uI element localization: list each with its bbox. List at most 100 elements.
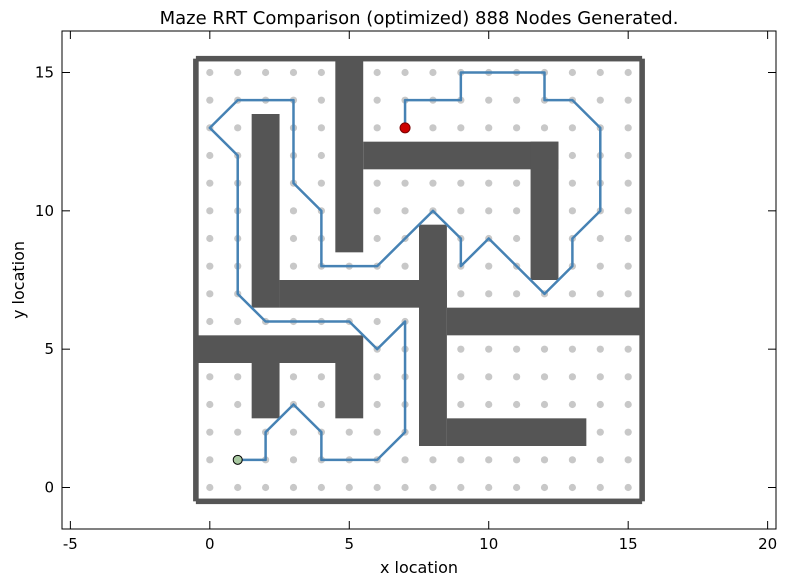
rrt-node-point [513, 290, 521, 298]
rrt-node-point [401, 262, 409, 270]
rrt-node-point [513, 456, 521, 464]
rrt-node-point [401, 483, 409, 492]
rrt-node-point [513, 400, 521, 409]
rrt-node-point [429, 456, 437, 464]
rrt-node-point [206, 456, 214, 464]
rrt-node-point [317, 151, 325, 160]
rrt-node-point [234, 400, 242, 409]
wall-segment [446, 418, 587, 446]
rrt-node-point [206, 151, 214, 160]
x-tick-label: -5 [63, 535, 78, 553]
rrt-node-point [596, 262, 604, 270]
rrt-node-point [513, 179, 521, 187]
rrt-node-point [373, 124, 381, 132]
wall-segment [419, 224, 447, 446]
rrt-node-point [457, 400, 465, 409]
y-tick-label: 10 [35, 202, 54, 220]
x-tick-label: 20 [758, 535, 777, 553]
rrt-node-point [624, 400, 632, 409]
maze-walls [193, 55, 645, 505]
path-line [208, 71, 602, 462]
y-tick-label: 15 [35, 64, 54, 82]
rrt-node-point [206, 234, 214, 243]
rrt-node-point [540, 124, 549, 132]
x-axis-label: x location [380, 558, 458, 577]
rrt-node-point [485, 483, 493, 492]
solution-path [208, 71, 602, 462]
rrt-node-point [596, 456, 604, 464]
rrt-node-point [206, 262, 214, 270]
wall-segment [195, 55, 643, 62]
rrt-node-point [206, 68, 214, 77]
rrt-node-point [540, 373, 549, 381]
rrt-node-point [485, 400, 493, 409]
rrt-node-point [624, 373, 632, 381]
rrt-node-point [429, 68, 437, 77]
rrt-node-point [624, 428, 632, 436]
rrt-node-point [457, 456, 465, 464]
rrt-node-point [624, 456, 632, 464]
rrt-node-point [485, 456, 493, 464]
wall-segment [530, 141, 559, 280]
x-tick-label: 15 [619, 535, 638, 553]
chart-title: Maze RRT Comparison (optimized) 888 Node… [160, 8, 679, 29]
rrt-node-point [457, 483, 465, 492]
rrt-node-point [262, 483, 270, 492]
rrt-node-point [624, 151, 632, 160]
rrt-node-point [373, 483, 381, 492]
rrt-node-point [373, 207, 381, 215]
rrt-node-point [289, 68, 298, 77]
y-tick-label: 5 [44, 340, 54, 358]
plot-frame [61, 30, 777, 530]
rrt-node-point [234, 373, 242, 381]
goal-marker [399, 122, 411, 134]
rrt-node-point [457, 179, 465, 187]
wall-segment [195, 498, 643, 505]
rrt-node-point [596, 483, 604, 492]
rrt-node-point [373, 234, 381, 243]
rrt-node-point [262, 68, 270, 77]
x-tick-label: 0 [205, 535, 215, 553]
rrt-node-point [485, 262, 493, 270]
rrt-node-point [373, 428, 381, 436]
rrt-node-point [596, 68, 604, 77]
rrt-node-point [485, 207, 493, 215]
rrt-node-point [457, 345, 465, 353]
rrt-node-point [345, 428, 353, 436]
rrt-node-point [206, 96, 214, 104]
rrt-node-point [485, 96, 493, 104]
rrt-node-point [206, 483, 214, 492]
rrt-node-point [624, 262, 632, 270]
endpoint-markers [232, 122, 411, 465]
rrt-node-point [206, 428, 214, 436]
rrt-node-point [206, 290, 214, 298]
rrt-node-point [513, 234, 521, 243]
rrt-node-point [401, 68, 409, 77]
rrt-node-point [317, 373, 325, 381]
rrt-node-point [485, 373, 493, 381]
wall-segment [363, 141, 559, 170]
rrt-node-point [234, 68, 242, 77]
rrt-node-point [568, 207, 576, 215]
rrt-node-point [289, 262, 298, 270]
rrt-node-point [624, 290, 632, 298]
rrt-node-point [624, 234, 632, 243]
start-marker [232, 454, 243, 465]
wall-segment [446, 307, 643, 336]
rrt-node-point [568, 179, 576, 187]
rrt-node-point [596, 290, 604, 298]
rrt-node-point [596, 373, 604, 381]
y-tick-label: 0 [44, 479, 54, 497]
rrt-node-point [624, 68, 632, 77]
rrt-node-point [596, 400, 604, 409]
rrt-node-point [624, 96, 632, 104]
x-tick-labels: -5 0 5 10 15 20 [63, 535, 777, 553]
rrt-node-point [568, 456, 576, 464]
wall-segment [195, 335, 364, 363]
rrt-node-point [373, 68, 381, 77]
wall-segment [335, 363, 364, 419]
rrt-node-point [485, 345, 493, 353]
rrt-node-point [513, 373, 521, 381]
rrt-node-point [457, 207, 465, 215]
rrt-node-point [596, 345, 604, 353]
